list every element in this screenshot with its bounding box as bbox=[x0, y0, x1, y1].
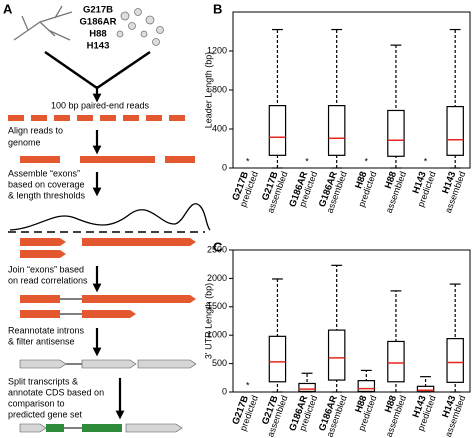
box bbox=[446, 338, 464, 383]
strain-label: G186AR bbox=[80, 17, 117, 28]
y-tick-label: 500 bbox=[212, 358, 227, 368]
box bbox=[268, 104, 287, 156]
box bbox=[327, 329, 346, 381]
hyphae-icon bbox=[13, 5, 73, 41]
reannotated-transcript bbox=[19, 359, 197, 369]
y-tick-label: 800 bbox=[212, 84, 227, 94]
strain-label: G217B bbox=[83, 5, 113, 16]
missing-marker: * bbox=[365, 156, 369, 166]
step-text: 100 bp paired-end reads bbox=[51, 100, 150, 110]
reads bbox=[8, 115, 185, 121]
y-tick-label: 1000 bbox=[207, 330, 227, 340]
box bbox=[387, 109, 405, 157]
step-text: based on coverage bbox=[8, 179, 85, 189]
exons bbox=[20, 238, 196, 258]
step-text: Split transcripts & bbox=[8, 376, 78, 386]
box bbox=[387, 340, 405, 383]
y-tick-label: 1200 bbox=[207, 45, 227, 55]
y-tick-label: 0 bbox=[222, 386, 227, 396]
y-tick-label: 0 bbox=[222, 162, 227, 172]
step-text: annotate CDS based on bbox=[8, 387, 104, 397]
box bbox=[327, 104, 346, 156]
pipeline-diagram: A G217B G186AR H88 H143 100 bp paired-en… bbox=[3, 1, 211, 433]
missing-marker: * bbox=[305, 156, 309, 166]
y-tick-label: 2500 bbox=[207, 244, 227, 254]
step-text: Align reads to bbox=[8, 125, 63, 135]
final-transcript bbox=[19, 423, 183, 433]
panel-label: C bbox=[213, 239, 223, 254]
strain-label: H143 bbox=[87, 41, 110, 52]
step-text: comparison to bbox=[8, 398, 65, 408]
box bbox=[268, 335, 287, 383]
joined-exons bbox=[20, 295, 196, 318]
step-text: predicted gene set bbox=[8, 409, 83, 419]
merge-lines bbox=[44, 50, 151, 90]
coverage-curve bbox=[9, 203, 211, 231]
box bbox=[357, 380, 376, 393]
missing-marker: * bbox=[246, 156, 250, 166]
step-text: Reannotate introns bbox=[8, 325, 85, 335]
y-axis-label: Leader Length (bp) bbox=[203, 52, 213, 129]
step-text: Assemble “exons” bbox=[8, 168, 80, 178]
missing-marker: * bbox=[246, 380, 250, 390]
step-text: & length thresholds bbox=[8, 190, 86, 200]
panel-label: B bbox=[213, 1, 222, 16]
y-axis-label: 3' UTR Length (bp) bbox=[203, 283, 213, 359]
step-text: on read correlations bbox=[8, 275, 88, 285]
strain-label: H88 bbox=[89, 29, 106, 40]
y-tick-label: 2000 bbox=[207, 273, 227, 283]
plot-frame bbox=[232, 11, 471, 169]
panel-label: A bbox=[3, 1, 13, 16]
aligned-reads bbox=[20, 156, 195, 163]
y-tick-label: 400 bbox=[212, 123, 227, 133]
y-tick-label: 1500 bbox=[207, 301, 227, 311]
box bbox=[298, 382, 316, 393]
step-text: genome bbox=[8, 137, 41, 147]
box bbox=[446, 105, 464, 156]
plot-frame bbox=[232, 249, 471, 393]
missing-marker: * bbox=[424, 156, 428, 166]
box bbox=[416, 385, 435, 393]
step-text: & filter antisense bbox=[8, 336, 75, 346]
yeast-icon bbox=[116, 8, 164, 46]
step-text: Join “exons” based bbox=[8, 264, 84, 274]
